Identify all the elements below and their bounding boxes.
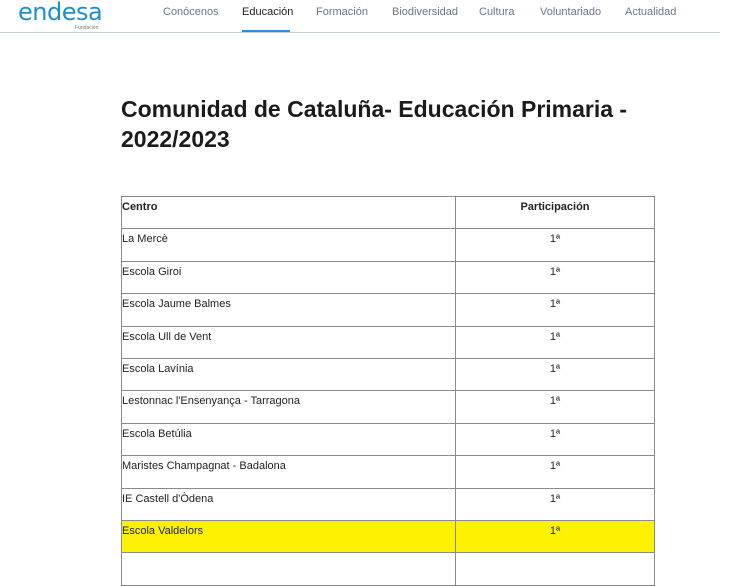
cell-participacion: 1ª bbox=[455, 260, 655, 295]
cell-centro: Escola Jaume Balmes bbox=[121, 293, 456, 327]
table-row: Escola Ull de Vent 1ª bbox=[121, 325, 655, 359]
endesa-fundacion-logo[interactable]: endesa Fundación bbox=[18, 0, 103, 32]
cell-centro: La Mercè bbox=[121, 228, 456, 262]
cell-participacion: 1ª bbox=[455, 422, 655, 457]
table-row: Escola Valdelors 1ª bbox=[121, 519, 655, 554]
cell-centro: IE Castell d'Òdena bbox=[121, 487, 456, 521]
cell-centro: Escola Valdelors bbox=[121, 519, 456, 554]
cell-participacion: 1ª bbox=[455, 228, 655, 262]
table-row: Escola Jaume Balmes 1ª bbox=[121, 293, 655, 327]
cell-centro: Maristes Champagnat - Badalona bbox=[121, 455, 456, 489]
cell-participacion: 1ª bbox=[455, 293, 655, 327]
participation-table: Centro Participación La Mercè 1ª Escola Gi… bbox=[121, 195, 655, 586]
cell-participacion: 1ª bbox=[455, 487, 655, 521]
cell-centro: Escola Ull de Vent bbox=[121, 325, 456, 359]
page-title: Comunidad de Cataluña- Educación Primari… bbox=[121, 96, 628, 152]
cell-participacion: 1ª bbox=[455, 390, 655, 424]
logo-subtitle: Fundación bbox=[75, 25, 99, 31]
nav-educacion[interactable]: Educación bbox=[242, 6, 294, 18]
column-header-participacion: Participación bbox=[455, 195, 655, 230]
table-row: Escola Giroi 1ª bbox=[121, 260, 655, 295]
nav-actualidad[interactable]: Actualidad bbox=[625, 6, 677, 18]
cell-centro: Lestonnac l'Ensenyança - Tarragona bbox=[121, 390, 456, 424]
table-header-row: Centro Participación bbox=[121, 195, 655, 230]
table-row: Escola Betúlia 1ª bbox=[121, 422, 655, 457]
logo-wordmark: endesa bbox=[18, 0, 103, 26]
table-row: Lestonnac l'Ensenyança - Tarragona 1ª bbox=[121, 390, 655, 424]
cell-centro bbox=[121, 552, 456, 586]
nav-cultura[interactable]: Cultura bbox=[479, 6, 515, 18]
table-row: Maristes Champagnat - Badalona 1ª bbox=[121, 455, 655, 489]
table-row bbox=[121, 552, 655, 586]
site-header: endesa Fundación Conócenos Educación For… bbox=[0, 0, 720, 33]
cell-participacion: 1ª bbox=[455, 519, 655, 554]
nav-voluntariado[interactable]: Voluntariado bbox=[540, 6, 602, 18]
cell-centro: Escola Lavínia bbox=[121, 357, 456, 392]
table-row: Escola Lavínia 1ª bbox=[121, 357, 655, 392]
cell-participacion: 1ª bbox=[455, 325, 655, 359]
nav-conocenos[interactable]: Conócenos bbox=[163, 6, 219, 18]
table-row: IE Castell d'Òdena 1ª bbox=[121, 487, 655, 521]
column-header-centro: Centro bbox=[121, 195, 456, 230]
cell-participacion: 1ª bbox=[455, 357, 655, 392]
nav-biodiversidad[interactable]: Biodiversidad bbox=[392, 6, 459, 18]
cell-centro: Escola Betúlia bbox=[121, 422, 456, 457]
cell-participacion: 1ª bbox=[455, 455, 655, 489]
active-nav-indicator bbox=[242, 30, 290, 32]
nav-formacion[interactable]: Formación bbox=[316, 6, 368, 18]
cell-centro: Escola Giroi bbox=[121, 260, 456, 295]
cell-participacion bbox=[455, 552, 655, 586]
table-row: La Mercè 1ª bbox=[121, 228, 655, 262]
